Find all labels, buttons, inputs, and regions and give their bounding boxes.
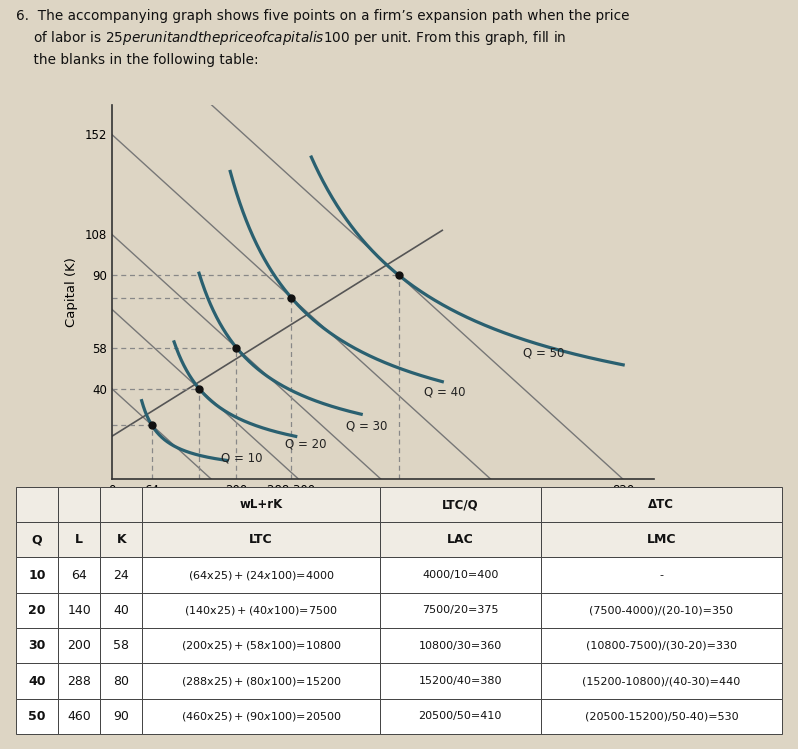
Text: ΔTC: ΔTC xyxy=(649,498,674,511)
Text: Q: Q xyxy=(32,533,42,546)
Bar xyxy=(541,487,782,522)
Text: LTC/Q: LTC/Q xyxy=(442,498,479,511)
Bar xyxy=(380,628,541,664)
Bar xyxy=(58,557,101,592)
Bar xyxy=(16,557,58,592)
Bar xyxy=(16,664,58,699)
Bar xyxy=(16,487,58,522)
Text: 460: 460 xyxy=(67,710,91,723)
Text: Q = 50: Q = 50 xyxy=(523,347,565,360)
Text: 4000/10=400: 4000/10=400 xyxy=(422,570,499,580)
Text: 7500/20=375: 7500/20=375 xyxy=(422,605,499,616)
Text: -: - xyxy=(659,570,663,580)
Text: (140x$25)+(40x$100)=7500: (140x$25)+(40x$100)=7500 xyxy=(184,604,338,617)
Bar xyxy=(142,522,380,557)
Text: Q = 40: Q = 40 xyxy=(424,386,465,398)
Bar xyxy=(142,487,380,522)
Bar xyxy=(541,557,782,592)
Text: (10800-7500)/(30-20)=330: (10800-7500)/(30-20)=330 xyxy=(586,640,737,651)
Text: LTC: LTC xyxy=(249,533,273,546)
Bar xyxy=(541,664,782,699)
Bar xyxy=(541,699,782,734)
Bar xyxy=(58,699,101,734)
Text: 6.  The accompanying graph shows five points on a firm’s expansion path when the: 6. The accompanying graph shows five poi… xyxy=(16,9,630,67)
Text: 50: 50 xyxy=(28,710,45,723)
Text: 40: 40 xyxy=(113,604,129,617)
Bar xyxy=(101,699,142,734)
Text: 10800/30=360: 10800/30=360 xyxy=(419,640,502,651)
Text: (200x$25)+(58x$100)=10800: (200x$25)+(58x$100)=10800 xyxy=(180,639,342,652)
Bar xyxy=(101,628,142,664)
Text: 40: 40 xyxy=(28,675,45,688)
Bar xyxy=(380,522,541,557)
Text: 64: 64 xyxy=(71,568,87,582)
Bar xyxy=(101,557,142,592)
Bar xyxy=(380,557,541,592)
Bar xyxy=(380,487,541,522)
Text: (64x$25)+(24x$100)=4000: (64x$25)+(24x$100)=4000 xyxy=(188,568,334,582)
Bar xyxy=(380,664,541,699)
Text: Q = 10: Q = 10 xyxy=(221,451,263,464)
Text: wL+rK: wL+rK xyxy=(239,498,282,511)
Bar xyxy=(380,699,541,734)
Bar xyxy=(142,664,380,699)
Y-axis label: Capital (K): Capital (K) xyxy=(65,257,77,327)
Text: 200: 200 xyxy=(67,639,91,652)
Text: 20: 20 xyxy=(28,604,45,617)
Bar xyxy=(541,522,782,557)
Text: Q = 20: Q = 20 xyxy=(285,437,326,451)
Bar xyxy=(16,699,58,734)
Text: 30: 30 xyxy=(29,639,45,652)
Text: LAC: LAC xyxy=(447,533,474,546)
Bar xyxy=(58,664,101,699)
Text: 24: 24 xyxy=(113,568,129,582)
Bar xyxy=(58,487,101,522)
Bar xyxy=(101,487,142,522)
Text: LMC: LMC xyxy=(646,533,676,546)
Bar xyxy=(16,522,58,557)
Text: 80: 80 xyxy=(113,675,129,688)
Bar xyxy=(16,592,58,628)
Text: (20500-15200)/50-40)=530: (20500-15200)/50-40)=530 xyxy=(585,712,738,721)
Bar xyxy=(58,592,101,628)
Text: K: K xyxy=(117,533,126,546)
Bar xyxy=(541,592,782,628)
Text: 288: 288 xyxy=(67,675,91,688)
Text: 90: 90 xyxy=(113,710,129,723)
Bar xyxy=(380,592,541,628)
Text: 58: 58 xyxy=(113,639,129,652)
Bar xyxy=(142,699,380,734)
Text: 15200/40=380: 15200/40=380 xyxy=(418,676,502,686)
Bar xyxy=(101,522,142,557)
Bar xyxy=(541,628,782,664)
Bar xyxy=(142,557,380,592)
Bar xyxy=(16,628,58,664)
Text: 140: 140 xyxy=(67,604,91,617)
Text: L: L xyxy=(75,533,83,546)
Bar xyxy=(142,592,380,628)
Text: (288x$25)+(80x$100)=15200: (288x$25)+(80x$100)=15200 xyxy=(180,675,342,688)
Bar xyxy=(58,628,101,664)
Text: Q = 30: Q = 30 xyxy=(346,419,387,432)
Bar xyxy=(101,664,142,699)
Text: 10: 10 xyxy=(28,568,45,582)
Bar xyxy=(101,592,142,628)
Text: (7500-4000)/(20-10)=350: (7500-4000)/(20-10)=350 xyxy=(590,605,733,616)
Text: 20500/50=410: 20500/50=410 xyxy=(419,712,502,721)
Bar xyxy=(142,628,380,664)
Text: (15200-10800)/(40-30)=440: (15200-10800)/(40-30)=440 xyxy=(583,676,741,686)
Bar xyxy=(58,522,101,557)
Text: (460x$25)+(90x$100)=20500: (460x$25)+(90x$100)=20500 xyxy=(180,710,342,723)
